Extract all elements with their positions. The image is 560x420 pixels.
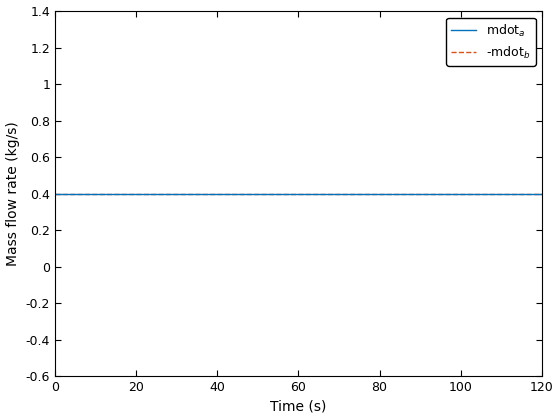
X-axis label: Time (s): Time (s)	[270, 400, 326, 414]
Legend: mdot$_a$, -mdot$_b$: mdot$_a$, -mdot$_b$	[446, 18, 535, 66]
Y-axis label: Mass flow rate (kg/s): Mass flow rate (kg/s)	[6, 121, 20, 266]
